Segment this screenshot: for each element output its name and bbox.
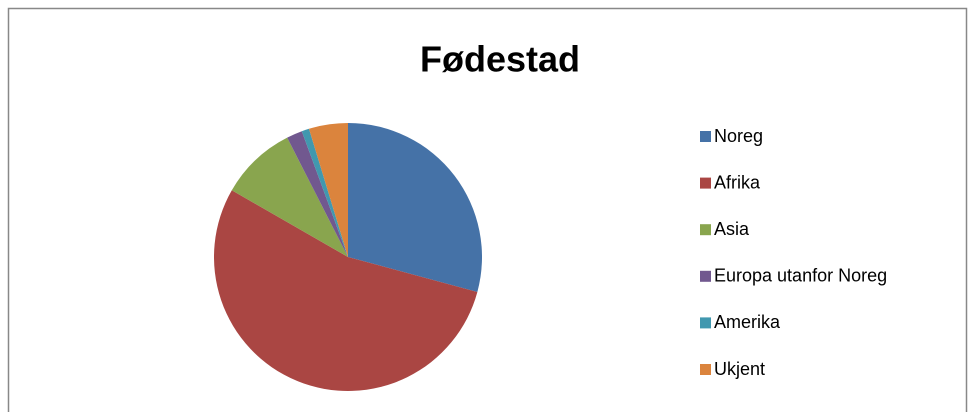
legend-swatch xyxy=(700,317,711,329)
chart-border xyxy=(7,7,968,412)
pie-slice xyxy=(348,123,482,292)
legend-swatch xyxy=(700,131,711,142)
legend-label: Afrika xyxy=(714,172,761,192)
legend-label: Europa utanfor Noreg xyxy=(714,266,887,286)
pie-slice xyxy=(287,131,348,257)
chart-title: Fødestad xyxy=(420,39,580,80)
legend-swatch xyxy=(700,177,711,189)
legend-label: Amerika xyxy=(714,312,781,332)
pie-slice xyxy=(213,190,478,392)
legend-swatch xyxy=(700,270,711,282)
pie-slice xyxy=(231,137,348,257)
legend-label: Noreg xyxy=(714,126,763,146)
pie-slice xyxy=(301,128,348,257)
legend-label: Ukjent xyxy=(714,359,765,379)
legend-swatch xyxy=(700,364,711,375)
legend-label: Asia xyxy=(714,219,750,239)
legend-swatch xyxy=(700,224,711,236)
pie-slice xyxy=(309,123,348,257)
